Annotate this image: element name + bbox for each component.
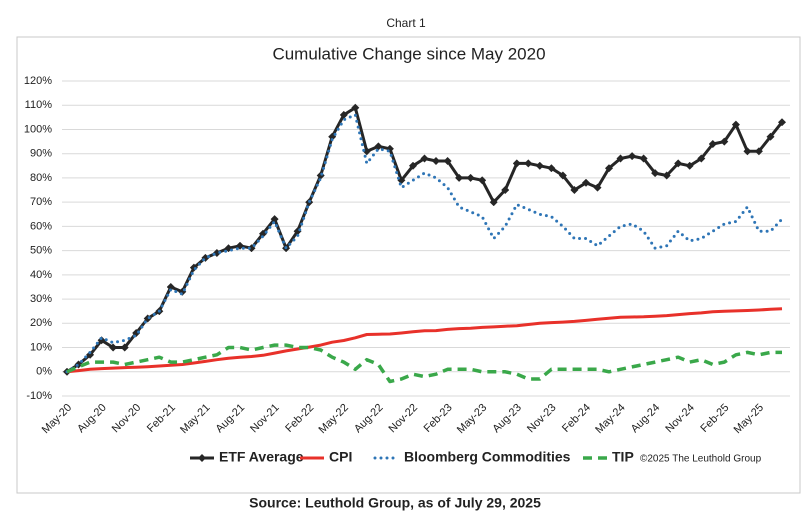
x-tick-label: May-24 [593,402,627,436]
x-tick-label: Aug-23 [490,402,524,436]
legend-label: CPI [329,449,352,465]
chart-header: Chart 1 [386,16,426,30]
x-tick-label: May-20 [40,402,74,436]
x-tick-label: Feb-23 [422,402,455,435]
y-tick-label: 110% [25,99,53,111]
series-line [66,307,783,374]
x-tick-label: Nov-20 [110,402,144,436]
y-tick-label: 100% [24,123,52,135]
x-tick-label: May-21 [178,402,212,436]
y-tick-label: 0% [36,366,52,378]
x-tick-label: Nov-23 [525,402,559,436]
copyright: ©2025 The Leuthold Group [640,454,762,465]
y-tick-label: 60% [30,220,52,232]
y-tick-label: 80% [30,172,52,184]
x-tick-label: Nov-21 [248,402,282,436]
y-tick-label: 120% [24,75,52,87]
x-tick-label: Feb-22 [283,402,316,435]
y-tick-label: -10% [26,390,52,402]
y-tick-label: 30% [30,293,52,305]
series-line [65,113,784,374]
y-tick-label: 70% [30,196,52,208]
chart-title: Cumulative Change since May 2020 [272,44,545,63]
y-tick-label: 10% [30,341,52,353]
y-tick-label: 50% [30,245,52,257]
x-tick-label: Aug-21 [214,402,248,436]
x-tick-label: Aug-24 [629,402,663,436]
series-line [66,343,782,384]
legend-label: TIP [612,449,634,465]
chart-frame [16,36,801,494]
x-tick-label: May-25 [732,402,766,436]
x-tick-label: May-22 [317,402,351,436]
legend-label: ETF Average [219,449,304,465]
x-tick-label: Feb-25 [698,402,731,435]
y-tick-label: 40% [30,269,52,281]
source-note: Source: Leuthold Group, as of July 29, 2… [249,495,541,511]
x-tick-label: Nov-22 [387,402,421,436]
y-tick-label: 20% [30,317,52,329]
x-tick-label: Aug-22 [352,402,386,436]
x-tick-label: Aug-20 [75,402,109,436]
y-tick-label: 90% [30,148,52,160]
x-tick-label: May-23 [455,402,489,436]
x-tick-label: Nov-24 [663,402,697,436]
x-tick-label: Feb-24 [560,402,593,435]
x-tick-label: Feb-21 [145,402,178,435]
legend-label: Bloomberg Commodities [404,449,571,465]
